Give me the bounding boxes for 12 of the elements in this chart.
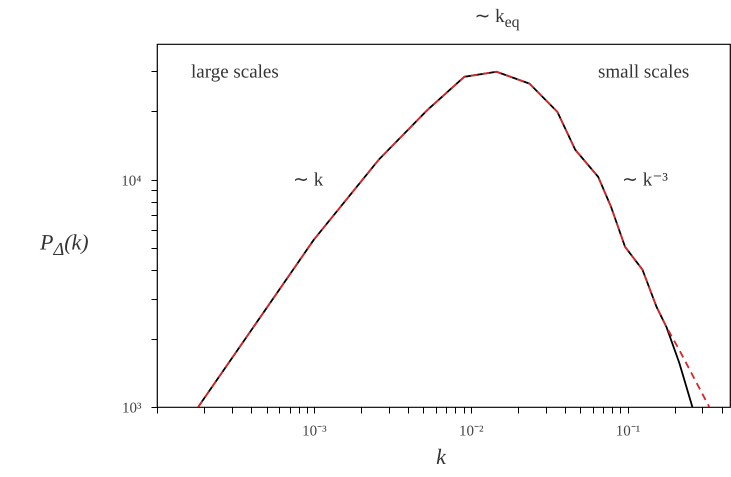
x-axis-title: k (436, 444, 446, 469)
x-tick-label: 10⁻² (458, 424, 484, 440)
annotation: ∼ k (293, 170, 324, 190)
y-axis-title: P$_{Δ}$(k) (40, 230, 89, 260)
x-tick-label: 10⁻¹ (616, 424, 640, 440)
x-tick-label: 10⁻³ (302, 424, 328, 440)
annotation: ∼ k⁻³ (622, 170, 668, 190)
text: ∼ k$_{eq}$ (474, 6, 520, 31)
annotation: small scales (598, 62, 690, 82)
y-tick-label: 10³ (122, 400, 142, 416)
y-tick-label: 10⁴ (121, 173, 142, 190)
annotation: large scales (191, 62, 279, 82)
